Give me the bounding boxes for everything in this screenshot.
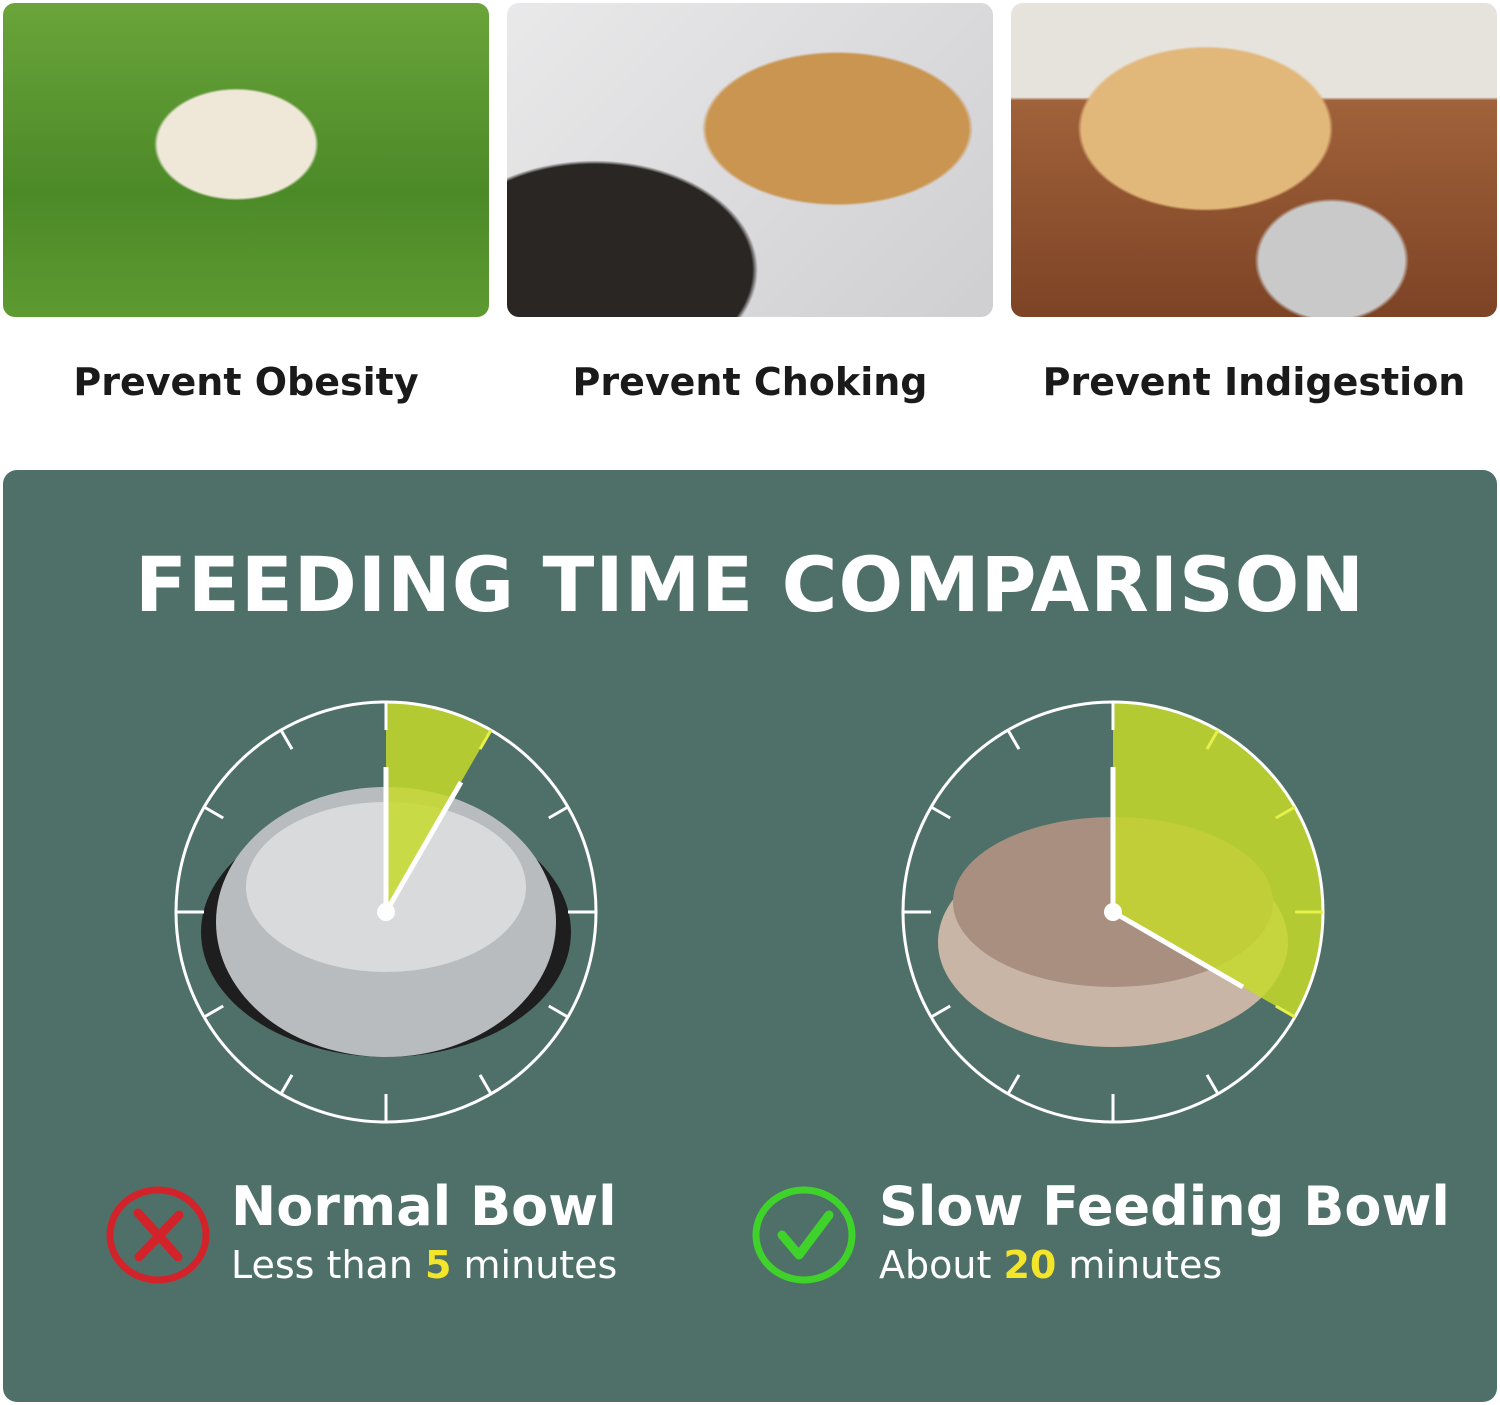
slow-bowl-label: Slow Feeding Bowl About 20 minutes	[879, 1175, 1450, 1291]
clock-tick	[548, 1004, 569, 1019]
clock-normal-bowl	[174, 700, 598, 1124]
normal-bowl-name: Normal Bowl	[231, 1175, 617, 1238]
slow-bowl-time: About 20 minutes	[879, 1239, 1450, 1291]
time-value: 5	[425, 1243, 452, 1287]
clock-tick	[203, 805, 224, 820]
clock-tick	[930, 1004, 951, 1019]
normal-bowl-time: Less than 5 minutes	[231, 1239, 617, 1291]
caption-prevent-indigestion: Prevent Indigestion	[1042, 360, 1466, 404]
slow-bowl-name: Slow Feeding Bowl	[879, 1175, 1450, 1238]
clock-center	[377, 903, 395, 921]
clock-tick	[1205, 1074, 1220, 1095]
time-suffix: minutes	[1056, 1243, 1223, 1287]
clock-tick	[279, 1074, 294, 1095]
clock-tick	[1006, 729, 1021, 750]
clock-center	[1104, 903, 1122, 921]
time-sector	[386, 702, 491, 912]
clock-tick	[548, 805, 569, 820]
green-check-circle-icon	[752, 1186, 856, 1284]
clock-tick	[1006, 1074, 1021, 1095]
clock-tick	[930, 805, 951, 820]
minute-hand-end	[1111, 909, 1245, 990]
time-prefix: Less than	[231, 1243, 425, 1287]
photo-pug	[3, 3, 489, 317]
red-x-circle-icon	[106, 1186, 210, 1284]
minute-hand-end	[383, 780, 464, 914]
clock-tick	[1205, 729, 1220, 750]
clock-tick	[1275, 805, 1296, 820]
time-suffix: minutes	[451, 1243, 618, 1287]
clock-tick	[1275, 1004, 1296, 1019]
photo-golden-retriever	[507, 3, 993, 317]
clock-slow-bowl	[901, 700, 1325, 1124]
clock-tick	[478, 1074, 493, 1095]
caption-prevent-obesity: Prevent Obesity	[73, 360, 419, 404]
time-sector	[1113, 702, 1323, 1017]
normal-bowl-label: Normal Bowl Less than 5 minutes	[231, 1175, 617, 1291]
time-value: 20	[1003, 1243, 1057, 1287]
time-prefix: About	[879, 1243, 1004, 1287]
clock-tick	[279, 729, 294, 750]
comparison-panel: FEEDING TIME COMPARISON Normal Bowl Less…	[3, 470, 1497, 1402]
caption-prevent-choking: Prevent Choking	[572, 360, 928, 404]
photo-labrador	[1011, 3, 1497, 317]
comparison-title: FEEDING TIME COMPARISON	[135, 540, 1365, 629]
clock-tick	[203, 1004, 224, 1019]
clock-tick	[478, 729, 493, 750]
